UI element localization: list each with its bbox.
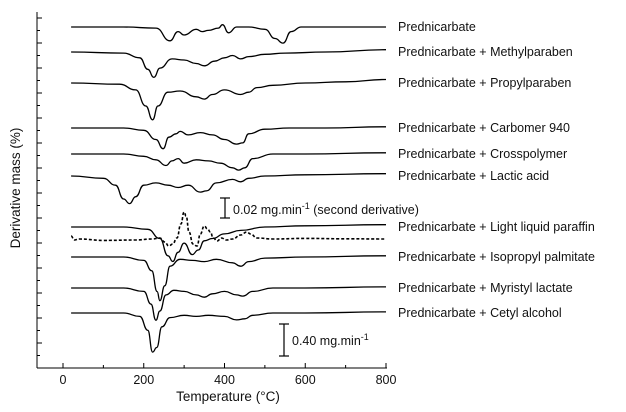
series-label: Prednicarbate + Methylparaben xyxy=(398,45,573,59)
series-label: Prednicarbate + Lactic acid xyxy=(398,169,549,183)
series-curve xyxy=(71,78,387,121)
series-label: Prednicarbate + Propylparaben xyxy=(398,76,571,90)
scale-bar-label: 0.02 mg.min-1 (second derivative) xyxy=(233,201,419,217)
series-label: Prednicarbate + Isopropyl palmitate xyxy=(398,250,595,264)
series-curve xyxy=(71,24,386,44)
series-curve xyxy=(71,49,387,78)
scale-bar-label: 0.40 mg.min-1 xyxy=(292,332,369,348)
series-label: Prednicarbate + Myristyl lactate xyxy=(398,281,573,295)
series-curve xyxy=(71,126,387,150)
series-curve xyxy=(71,173,387,205)
series-curve xyxy=(71,286,387,321)
series-label: Prednicarbate + Crosspolymer xyxy=(398,147,567,161)
series-label: Prednicarbate xyxy=(398,20,476,34)
series-curve xyxy=(71,255,387,302)
series-label: Prednicarbate + Light liquid paraffin xyxy=(398,220,595,234)
curves xyxy=(70,24,387,353)
series-label: Prednicarbate + Cetyl alcohol xyxy=(398,306,562,320)
series-curve xyxy=(71,224,387,263)
x-tick-label: 800 xyxy=(376,373,397,387)
x-tick-label: 600 xyxy=(295,373,316,387)
y-axis-title: Derivative mass (%) xyxy=(8,128,23,249)
series-curve xyxy=(71,152,387,171)
scale-bars: 0.02 mg.min-1 (second derivative) 0.40 mg… xyxy=(220,197,419,357)
x-axis-title: Temperature (°C) xyxy=(176,389,280,404)
x-tick-label: 400 xyxy=(214,373,235,387)
series-curve xyxy=(71,311,387,353)
series-label: Prednicarbate + Carbomer 940 xyxy=(398,121,570,135)
x-tick-label: 0 xyxy=(60,373,67,387)
x-tick-label: 200 xyxy=(133,373,154,387)
second-derivative-curve xyxy=(70,211,387,247)
axes: 0 200 400 600 800 xyxy=(36,12,397,387)
series-labels: Prednicarbate Prednicarbate + Methylparab… xyxy=(398,20,595,320)
